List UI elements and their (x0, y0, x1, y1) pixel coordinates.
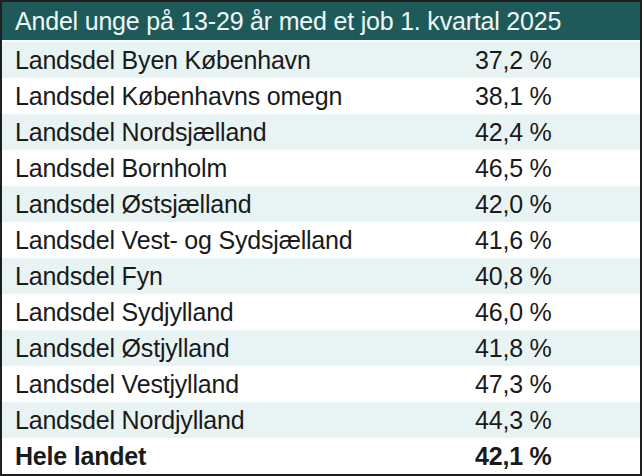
value-label: 47,3 % (475, 370, 640, 399)
value-label: 42,1 % (475, 442, 640, 471)
region-label: Landsdel Vestjylland (15, 370, 475, 399)
value-label: 37,2 % (475, 46, 640, 75)
region-label: Landsdel Nordsjælland (15, 118, 475, 147)
region-label: Landsdel Nordjylland (15, 406, 475, 435)
table-row: Landsdel Vest- og Sydsjælland 41,6 % (2, 222, 640, 258)
table-row: Landsdel Østsjælland 42,0 % (2, 186, 640, 222)
region-label: Landsdel Østjylland (15, 334, 475, 363)
region-label: Landsdel Bornholm (15, 154, 475, 183)
table-row: Landsdel Nordsjælland 42,4 % (2, 114, 640, 150)
value-label: 46,5 % (475, 154, 640, 183)
table-row: Landsdel Vestjylland 47,3 % (2, 366, 640, 402)
value-label: 38,1 % (475, 82, 640, 111)
region-label: Landsdel Fyn (15, 262, 475, 291)
region-label: Landsdel Byen København (15, 46, 475, 75)
table-title: Andel unge på 13-29 år med et job 1. kva… (2, 2, 640, 42)
stats-table: Andel unge på 13-29 år med et job 1. kva… (0, 0, 642, 476)
table-row: Landsdel Byen København 37,2 % (2, 42, 640, 78)
table-row: Hele landet 42,1 % (2, 438, 640, 474)
table-row: Landsdel Københavns omegn 38,1 % (2, 78, 640, 114)
region-label: Hele landet (15, 442, 475, 471)
table-row: Landsdel Bornholm 46,5 % (2, 150, 640, 186)
region-label: Landsdel Østsjælland (15, 190, 475, 219)
table-body: Landsdel Byen København 37,2 % Landsdel … (2, 42, 640, 474)
value-label: 41,6 % (475, 226, 640, 255)
value-label: 40,8 % (475, 262, 640, 291)
value-label: 42,0 % (475, 190, 640, 219)
value-label: 46,0 % (475, 298, 640, 327)
value-label: 44,3 % (475, 406, 640, 435)
table-row: Landsdel Østjylland 41,8 % (2, 330, 640, 366)
value-label: 41,8 % (475, 334, 640, 363)
table-row: Landsdel Nordjylland 44,3 % (2, 402, 640, 438)
value-label: 42,4 % (475, 118, 640, 147)
region-label: Landsdel Københavns omegn (15, 82, 475, 111)
table-row: Landsdel Sydjylland 46,0 % (2, 294, 640, 330)
region-label: Landsdel Sydjylland (15, 298, 475, 327)
table-row: Landsdel Fyn 40,8 % (2, 258, 640, 294)
region-label: Landsdel Vest- og Sydsjælland (15, 226, 475, 255)
